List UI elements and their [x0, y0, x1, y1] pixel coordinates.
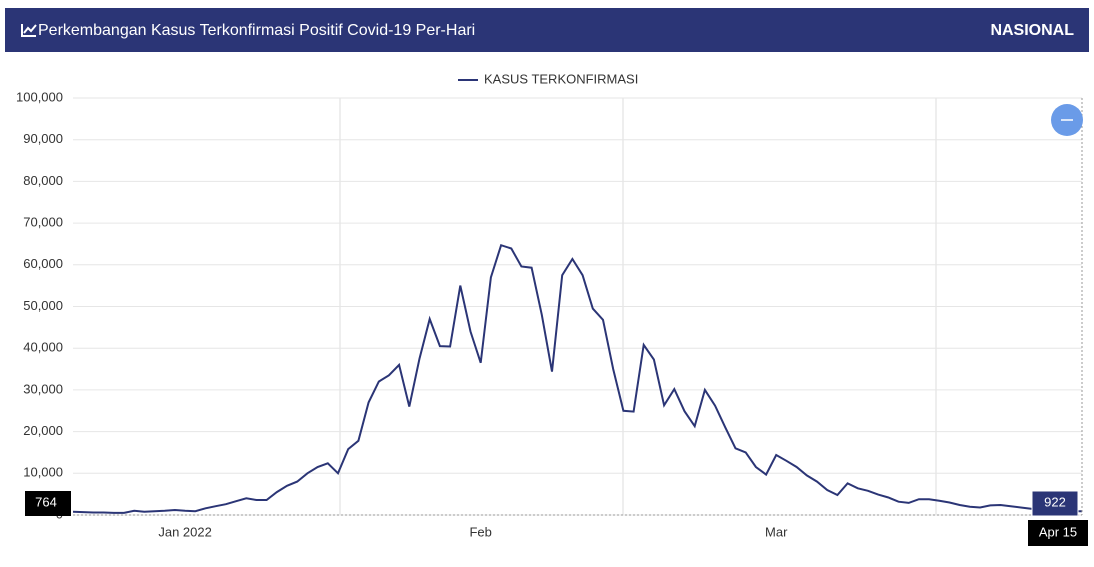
crosshair-y-label: 764: [35, 494, 57, 509]
header-icon: [21, 24, 37, 37]
y-tick-label: 20,000: [23, 423, 63, 438]
y-tick-label: 70,000: [23, 215, 63, 230]
y-tick-label: 50,000: [23, 298, 63, 313]
crosshair-y-box: [25, 491, 71, 516]
x-tick-label: Feb: [469, 524, 491, 539]
plot: 010,00020,00030,00040,00050,00060,00070,…: [16, 89, 1082, 521]
y-tick-label: 80,000: [23, 173, 63, 188]
header-bar: [5, 8, 1089, 52]
y-tick-label: 60,000: [23, 256, 63, 271]
data-line: [72, 243, 1082, 514]
y-tick-label: 10,000: [23, 465, 63, 480]
crosshair-x-box: [1028, 520, 1088, 546]
y-tick-label: 90,000: [23, 131, 63, 146]
y-tick-label: 30,000: [23, 381, 63, 396]
x-tick-label: Jan 2022: [158, 524, 212, 539]
header-region: NASIONAL: [990, 22, 1074, 39]
tooltip-box: [1031, 490, 1079, 517]
header-title: Perkembangan Kasus Terkonfirmasi Positif…: [38, 22, 475, 39]
y-tick-label: 100,000: [16, 89, 63, 104]
tooltip-value: 922: [1044, 494, 1066, 509]
x-tick-label: Mar: [765, 524, 788, 539]
legend-label: KASUS TERKONFIRMASI: [484, 71, 638, 86]
y-tick-label: 40,000: [23, 340, 63, 355]
crosshair-x-label: Apr 15: [1039, 524, 1077, 539]
